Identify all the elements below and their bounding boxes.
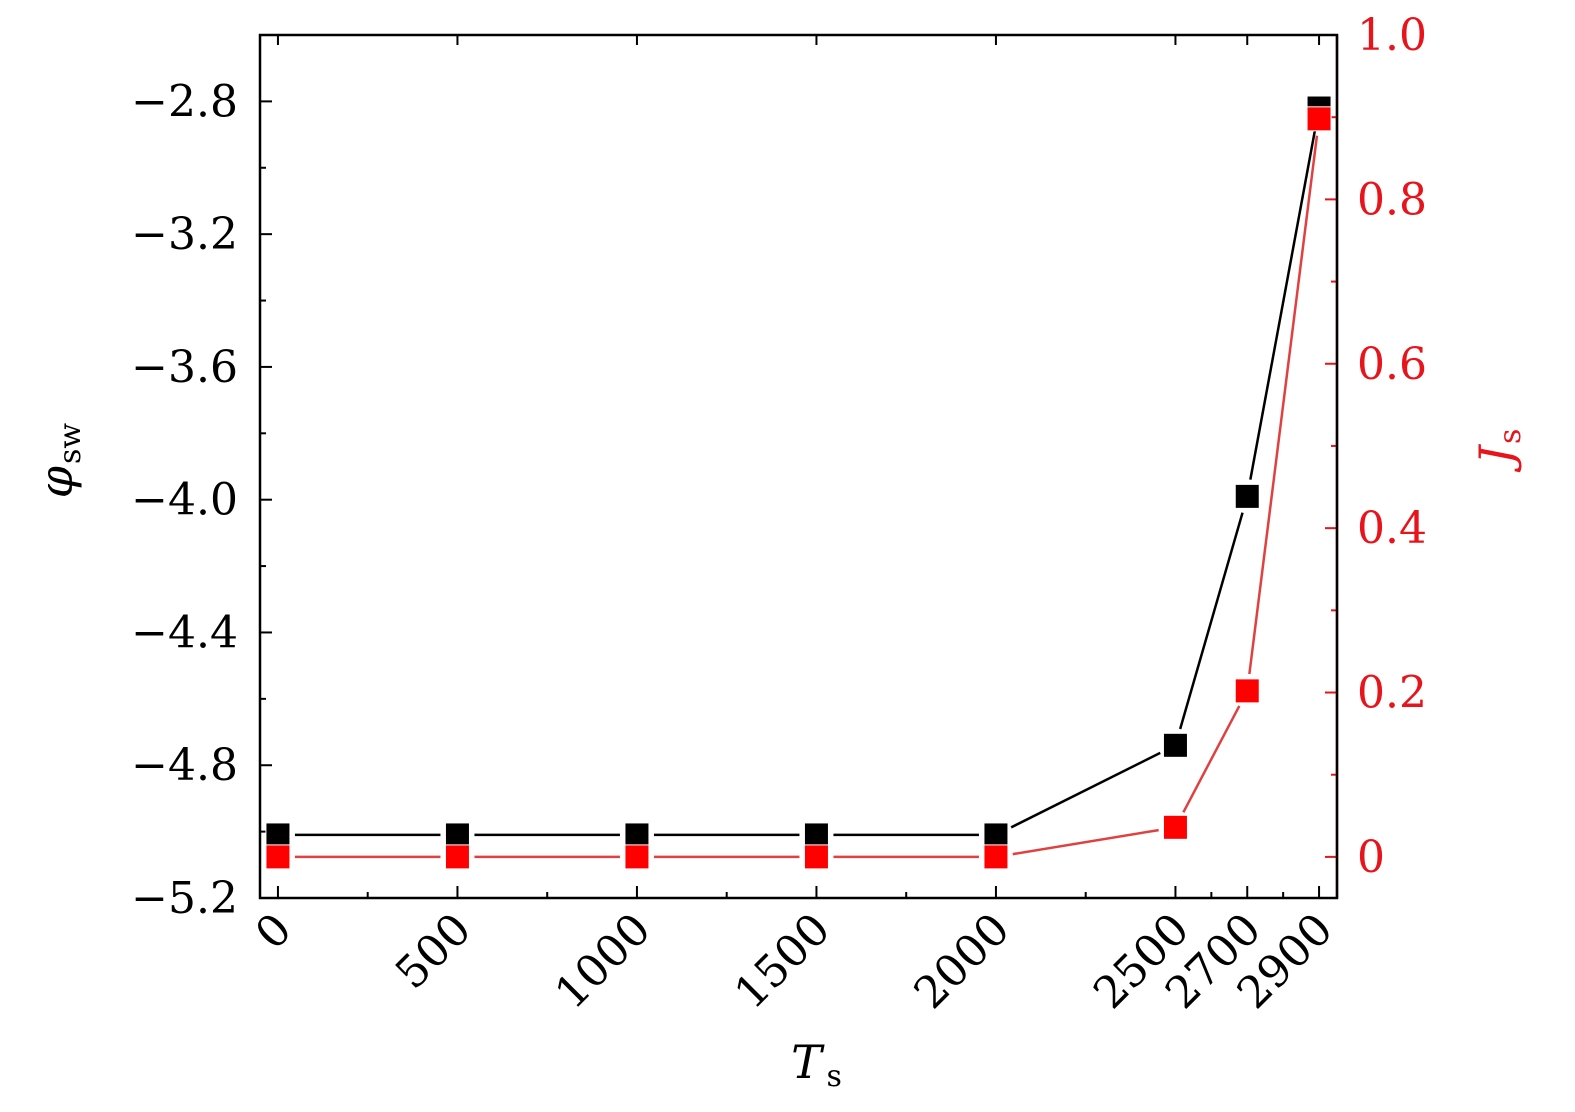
data-point <box>265 844 291 870</box>
data-point <box>1234 483 1260 509</box>
series-line-segment <box>1182 705 1241 813</box>
x-tick-label: 2000 <box>904 904 1019 1019</box>
data-point <box>803 844 829 870</box>
left-tick-label: −3.6 <box>131 342 238 393</box>
data-point <box>444 822 470 848</box>
x-axis-title: T <box>791 1035 825 1089</box>
series-layer <box>265 95 1332 870</box>
data-point <box>983 822 1009 848</box>
series-line-segment <box>1010 751 1161 829</box>
x-tick-label: 1000 <box>545 904 660 1019</box>
right-tick-label: 1.0 <box>1357 10 1427 61</box>
data-point <box>803 822 829 848</box>
right-axis-title-sub: s <box>1493 429 1528 444</box>
plot-frame <box>258 33 1339 900</box>
data-point <box>265 822 291 848</box>
series-line-segment <box>1249 124 1318 480</box>
ticks-layer <box>260 34 1339 899</box>
right-tick-label: 0 <box>1357 832 1385 883</box>
left-axis-title-group: φsw <box>29 423 88 499</box>
x-tick-label: 1500 <box>725 904 840 1019</box>
x-tick-label: 500 <box>386 904 481 999</box>
series-line-segment <box>1012 828 1159 856</box>
left-tick-label: −5.2 <box>131 873 238 924</box>
data-point <box>1162 732 1188 758</box>
left-axis-title: φ <box>29 465 83 498</box>
data-point <box>624 844 650 870</box>
left-tick-label: −2.8 <box>131 76 238 127</box>
series-line-segment <box>1248 135 1319 675</box>
series-line-segment <box>1178 512 1244 730</box>
right-tick-label: 0.8 <box>1357 174 1427 225</box>
labels-layer: 0 500 1000 1500 2000 250027002900−5.2−4.8−4.4… <box>29 10 1528 1094</box>
data-point <box>624 822 650 848</box>
data-point <box>1234 678 1260 704</box>
data-point <box>1162 814 1188 840</box>
right-axis-title-group: Js <box>1469 429 1528 473</box>
data-point <box>1306 106 1332 132</box>
x-axis-title-sub: s <box>826 1059 841 1094</box>
right-axis-title: J <box>1469 443 1523 472</box>
left-tick-label: −4.4 <box>131 607 238 658</box>
left-tick-label: −4.8 <box>131 740 238 791</box>
right-tick-label: 0.4 <box>1357 503 1427 554</box>
x-tick-label: 0 <box>246 904 302 960</box>
data-point <box>444 844 470 870</box>
data-point <box>983 844 1009 870</box>
left-tick-label: −4.0 <box>131 475 238 526</box>
left-tick-label: −3.2 <box>131 209 238 260</box>
right-tick-label: 0.6 <box>1357 339 1427 390</box>
left-axis-title-sub: sw <box>53 423 88 464</box>
right-tick-label: 0.2 <box>1357 668 1427 719</box>
